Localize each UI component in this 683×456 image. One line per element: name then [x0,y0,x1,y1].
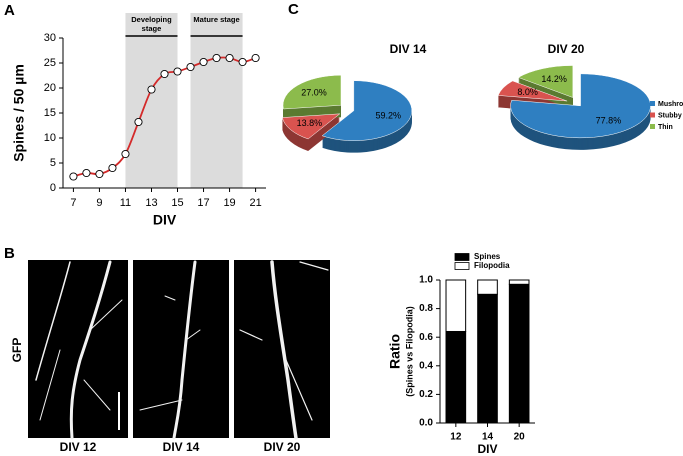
slice-label: 27.0% [301,87,327,97]
pie-slice [517,65,574,98]
y-tick-label: 0.6 [419,332,433,343]
bar-segment [445,330,467,424]
dendrites [35,260,329,440]
micrographs [28,260,330,440]
pie-slice [321,80,413,141]
legend-swatch [454,253,470,261]
y-tick-label: 30 [44,32,56,44]
legend-label: Spines [474,252,501,261]
data-point [238,57,247,67]
y-tick-label: 0.8 [419,303,433,314]
data-point [212,53,221,63]
legend-swatch [650,124,655,129]
slice-label: 8.0% [517,87,538,97]
y-tick-label: 0 [50,182,56,194]
data-point [95,169,104,179]
data-point [108,163,117,173]
y-tick-label: 20 [44,82,56,94]
y-axis-label: Spines / 50 µm [11,64,27,162]
x-tick-label: 14 [482,432,494,443]
data-point [199,57,208,67]
stain-label: GFP [10,338,24,363]
x-tick-label: 12 [450,432,462,443]
data-point [173,67,182,76]
x-tick-label: 20 [514,432,526,443]
image-label: DIV 14 [163,440,200,454]
bar-segment [508,279,530,285]
y-tick-label: 25 [44,57,56,69]
stage-region [190,13,243,188]
image-label: DIV 12 [60,440,97,454]
slice-label: 59.2% [376,110,402,120]
x-tick-label: 13 [145,197,157,209]
y-tick-label: 0.2 [419,389,433,400]
x-tick-label: 9 [96,197,102,209]
legend-label: Thin [658,124,673,131]
x-tick-label: 7 [70,197,76,209]
pie-slice [497,80,568,102]
legend-swatch [650,101,655,106]
panel-label: C [288,1,299,18]
panel-label: B [4,245,15,262]
legend-swatch [650,112,655,118]
data-point [160,69,169,79]
y-axis-label: Ratio [387,334,403,369]
y-tick-label: 10 [44,132,56,144]
panel-label: A [4,2,15,19]
y-tick-label: 0.4 [419,360,433,371]
y-tick-label: 5 [50,157,56,169]
bar-segment [445,279,467,332]
data-point [225,53,234,63]
x-tick-label: 15 [171,197,183,209]
x-tick-label: 19 [223,197,235,209]
y-tick-label: 1.0 [419,275,433,286]
bar-segment [477,279,498,295]
legend-swatch [454,262,470,270]
legend-label: Filopodia [474,261,510,270]
slice-label: 77.8% [596,115,622,125]
y-tick-label: 15 [44,107,56,119]
data-point [121,149,130,159]
x-axis-label: DIV [477,442,497,456]
slice-label: 14.2% [541,74,567,84]
data-point [147,85,156,94]
pie-slice [282,74,342,110]
x-axis-label: DIV [153,212,177,228]
data-point [69,172,78,181]
micrograph [133,260,229,438]
y-axis-note: (Spines vs Filopodia) [404,306,414,397]
pie-slice [281,113,341,140]
bar-segment [477,293,498,424]
x-tick-label: 21 [249,197,261,209]
x-tick-label: 11 [120,197,131,209]
legend-label: Mushroom [658,101,683,108]
stage-label: Developing stage [131,15,172,33]
slice-label: 13.8% [297,118,323,128]
data-point [251,53,260,63]
data-point [134,117,143,127]
y-tick-label: 0.0 [419,418,433,429]
pie-slice [510,73,651,139]
image-label: DIV 20 [264,440,301,454]
pie-title: DIV 14 [390,42,427,56]
legend-label: Stubby [658,112,682,119]
stage-label: Mature stage [193,15,240,24]
pie-title: DIV 20 [548,42,585,56]
bar-segment [508,283,530,424]
x-tick-label: 17 [197,197,209,209]
data-point [186,62,195,72]
stage-region [125,13,178,188]
data-point [82,168,91,178]
